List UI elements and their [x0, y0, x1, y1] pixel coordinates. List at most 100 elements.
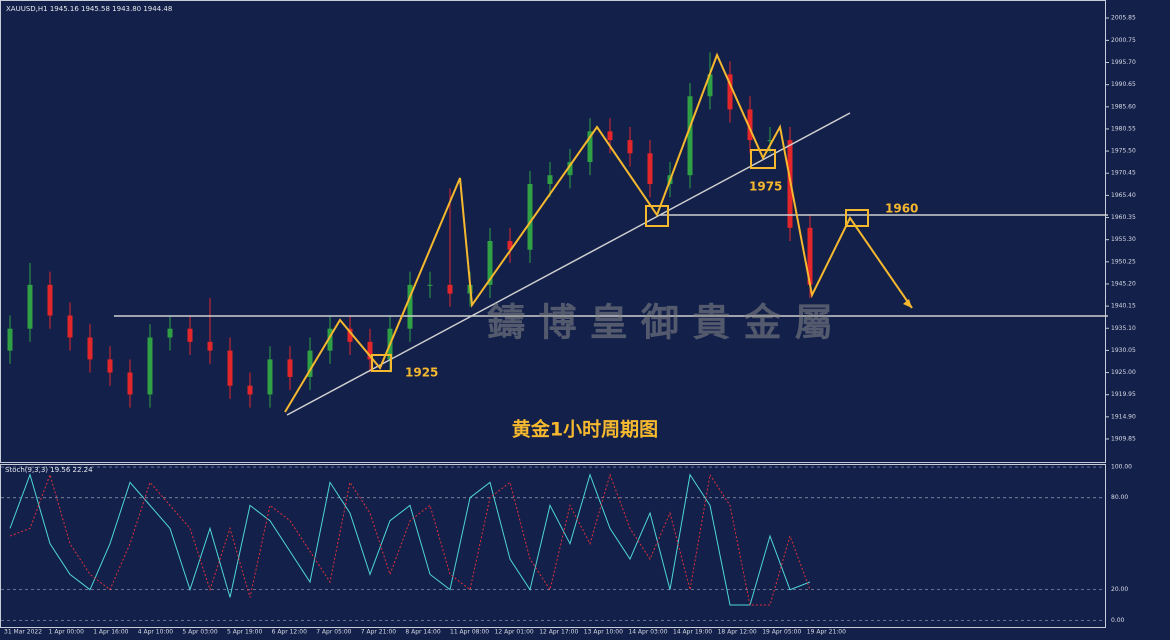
candle-body [487, 240, 493, 285]
x-tick-label: 5 Apr 03:00 [182, 629, 217, 636]
y-tick-label: 1919.95 [1111, 391, 1136, 398]
y-tick-label: 2005.85 [1111, 15, 1136, 22]
x-tick-label: 1 Apr 00:00 [49, 629, 84, 636]
y-tick-label: 1965.40 [1111, 192, 1136, 199]
candle-body [307, 350, 313, 377]
x-tick-label: 7 Apr 21:00 [361, 629, 396, 636]
x-tick-label: 6 Apr 12:00 [272, 629, 307, 636]
y-tick-label: 2000.75 [1111, 37, 1136, 44]
stoch-line [9, 473, 811, 606]
y-tick-label: 20.00 [1111, 586, 1128, 593]
candle-body [147, 337, 153, 395]
candle-body [607, 131, 613, 141]
candle-body [747, 109, 753, 141]
chart-title: 黄金1小时周期图 [512, 418, 658, 441]
arrow-head [903, 299, 912, 308]
candle-body [587, 131, 593, 163]
stoch-panel [0, 464, 1106, 628]
candle-body [67, 315, 73, 338]
x-tick-label: 12 Apr 01:00 [495, 629, 534, 636]
candle-body [287, 359, 293, 377]
x-tick-label: 31 Mar 2022 [4, 629, 42, 636]
candle-body [27, 284, 33, 329]
marker-box [645, 205, 669, 227]
x-tick-label: 14 Apr 19:00 [673, 629, 712, 636]
candle-body [327, 328, 333, 351]
y-tick-label: 1980.55 [1111, 125, 1136, 132]
candle-body [207, 341, 213, 351]
y-tick-label: 1955.30 [1111, 236, 1136, 243]
candle-body [187, 328, 193, 342]
x-tick-label: 4 Apr 10:00 [138, 629, 173, 636]
candle-body [547, 175, 553, 184]
y-tick-label: 1960.35 [1111, 214, 1136, 221]
x-tick-label: 13 Apr 10:00 [584, 629, 623, 636]
candle-body [427, 284, 433, 286]
x-tick-label: 19 Apr 21:00 [807, 629, 846, 636]
marker-box [750, 149, 776, 169]
y-tick-label: 1995.70 [1111, 59, 1136, 66]
x-tick-label: 18 Apr 12:00 [718, 629, 757, 636]
y-tick-label: 1925.00 [1111, 369, 1136, 376]
y-tick-label: 1909.85 [1111, 435, 1136, 442]
y-tick-label: 1945.20 [1111, 280, 1136, 287]
zigzag-path [284, 52, 913, 413]
plot-layer [1, 52, 1105, 621]
candle-body [367, 341, 373, 360]
header: XAUUSD,H1 1945.16 1945.58 1943.80 1944.4… [6, 5, 172, 13]
candle-body [47, 284, 53, 316]
x-tick-label: 12 Apr 17:00 [539, 629, 578, 636]
candle-body [647, 153, 653, 184]
stoch-label: Stoch(9,3,3) 19.56 22.24 [5, 466, 93, 474]
y-tick-label: 1930.05 [1111, 347, 1136, 354]
main-panel [0, 0, 1106, 463]
annotation-label: 1975 [749, 180, 782, 194]
stoch-line [9, 473, 811, 606]
candle-body [107, 359, 113, 373]
candle-body [527, 183, 533, 250]
candle-body [727, 74, 733, 110]
candle-body [347, 328, 353, 342]
y-tick-label: 1990.65 [1111, 81, 1136, 88]
marker-box [845, 209, 869, 227]
y-tick-label: 0.00 [1111, 617, 1125, 624]
watermark: 鑄 博 皇 御 貴 金 屬 [487, 301, 832, 345]
candle-body [767, 140, 773, 142]
annotations [114, 52, 1108, 416]
candle-body [227, 350, 233, 386]
x-tick-label: 7 Apr 05:00 [316, 629, 351, 636]
candle-body [407, 284, 413, 329]
candle-body [267, 359, 273, 395]
y-tick-label: 1935.10 [1111, 325, 1136, 332]
candle-body [167, 328, 173, 338]
candle-body [447, 284, 453, 294]
candle-body [127, 372, 133, 395]
y-tick-label: 1985.60 [1111, 103, 1136, 110]
x-tick-label: 1 Apr 16:00 [93, 629, 128, 636]
candle-body [687, 96, 693, 176]
candle-body [707, 74, 713, 97]
candle-body [507, 240, 513, 250]
candle-body [7, 328, 13, 351]
candle-body [247, 385, 253, 395]
x-tick-label: 5 Apr 19:00 [227, 629, 262, 636]
annotation-label: 1960 [885, 202, 918, 216]
x-tick-label: 19 Apr 05:00 [762, 629, 801, 636]
marker-box [371, 354, 392, 372]
annotation-label: 1925 [405, 366, 438, 380]
x-tick-label: 14 Apr 03:00 [628, 629, 667, 636]
y-tick-label: 1914.90 [1111, 413, 1136, 420]
y-tick-label: 100.00 [1111, 464, 1132, 471]
candle-body [627, 140, 633, 154]
y-tick-label: 1970.45 [1111, 170, 1136, 177]
y-tick-label: 1975.50 [1111, 148, 1136, 155]
candle-body [567, 162, 573, 176]
y-tick-label: 80.00 [1111, 494, 1128, 501]
candle-body [807, 227, 813, 285]
y-tick-label: 1940.15 [1111, 303, 1136, 310]
x-tick-label: 8 Apr 14:00 [405, 629, 440, 636]
y-tick-label: 1950.25 [1111, 258, 1136, 265]
x-tick-label: 11 Apr 08:00 [450, 629, 489, 636]
